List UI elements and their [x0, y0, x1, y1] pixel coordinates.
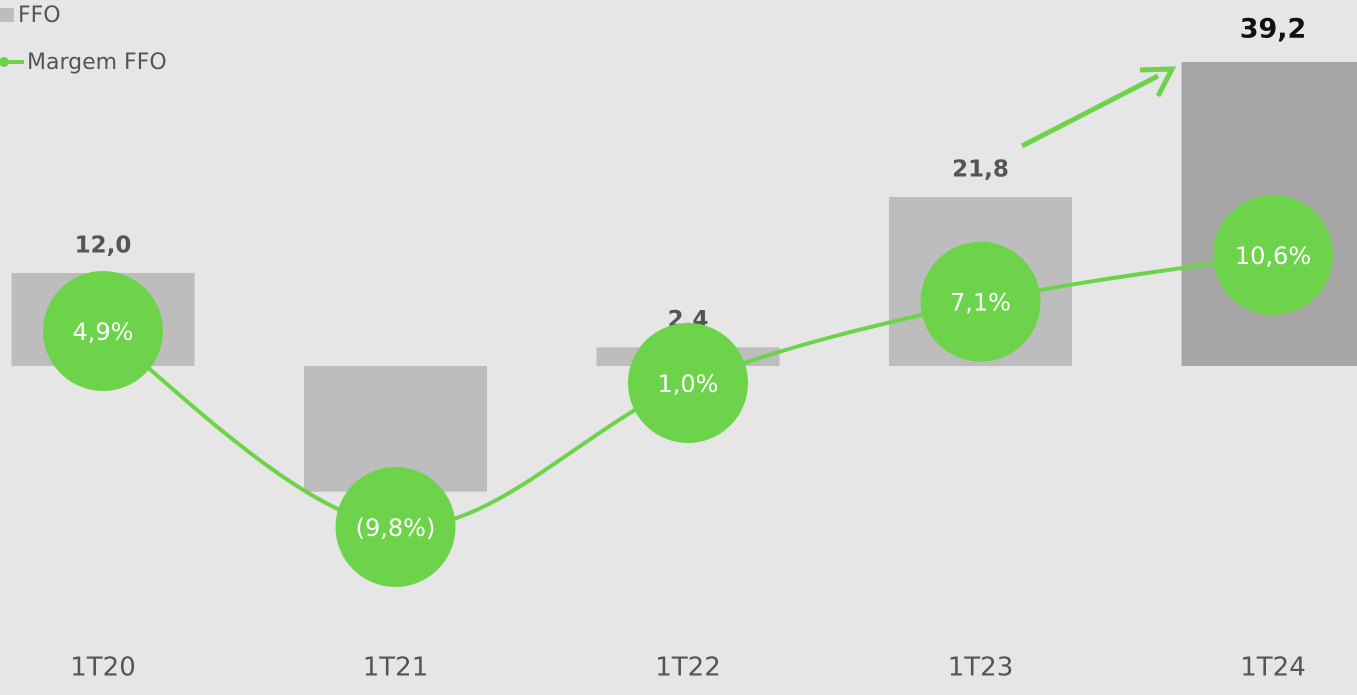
x-tick-label: 1T20: [70, 653, 136, 683]
x-tick-label: 1T22: [655, 653, 721, 683]
bar-value-label: 21,8: [952, 156, 1009, 182]
x-tick-label: 1T21: [363, 653, 429, 683]
x-tick-label: 1T24: [1240, 653, 1306, 683]
legend-label: Margem FFO: [27, 50, 167, 75]
bar-value-label: 12,0: [75, 232, 132, 258]
line-value-label: 4,9%: [73, 318, 134, 346]
x-tick-label: 1T23: [948, 653, 1014, 683]
legend-swatch: [0, 8, 14, 22]
line-value-label: (9,8%): [356, 514, 436, 542]
line-marker: [335, 467, 456, 587]
trend-arrow: [1020, 73, 1160, 149]
bar-value-label: 39,2: [1240, 14, 1307, 45]
line-marker: [1213, 195, 1333, 315]
line-value-label: 7,1%: [950, 289, 1011, 317]
line-value-label: 1,0%: [658, 370, 719, 398]
line-marker: [920, 241, 1041, 362]
legend-label: FFO: [18, 3, 61, 28]
line-marker: [628, 323, 748, 443]
legend-swatch: [0, 57, 9, 67]
trend-arrow-head: [1139, 66, 1177, 98]
line-marker: [43, 271, 163, 391]
line-value-label: 10,6%: [1235, 242, 1311, 270]
